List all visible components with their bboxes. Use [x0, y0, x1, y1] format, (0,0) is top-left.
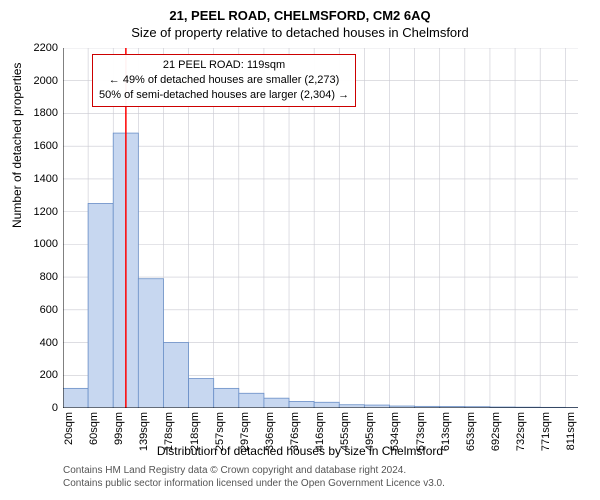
y-tick-label: 0	[18, 402, 58, 414]
y-tick-label: 1600	[18, 140, 58, 152]
footer-line1: Contains HM Land Registry data © Crown c…	[63, 464, 445, 477]
sub-title: Size of property relative to detached ho…	[0, 23, 600, 40]
x-axis-label: Distribution of detached houses by size …	[0, 444, 600, 458]
y-tick-label: 2200	[18, 42, 58, 54]
y-tick-label: 1800	[18, 107, 58, 119]
main-title: 21, PEEL ROAD, CHELMSFORD, CM2 6AQ	[0, 0, 600, 23]
footer-attribution: Contains HM Land Registry data © Crown c…	[63, 464, 445, 490]
y-tick-label: 1200	[18, 206, 58, 218]
annotation-box: 21 PEEL ROAD: 119sqm ← 49% of detached h…	[92, 54, 356, 107]
y-tick-label: 600	[18, 304, 58, 316]
y-tick-label: 200	[18, 369, 58, 381]
y-tick-label: 800	[18, 271, 58, 283]
annotation-line1: 21 PEEL ROAD: 119sqm	[99, 58, 349, 73]
y-tick-label: 1000	[18, 238, 58, 250]
footer-line2: Contains public sector information licen…	[63, 477, 445, 490]
y-tick-label: 400	[18, 337, 58, 349]
y-tick-label: 1400	[18, 173, 58, 185]
chart-container: 21, PEEL ROAD, CHELMSFORD, CM2 6AQ Size …	[0, 0, 600, 500]
y-tick-label: 2000	[18, 75, 58, 87]
annotation-line3: 50% of semi-detached houses are larger (…	[99, 88, 349, 103]
annotation-line2: ← 49% of detached houses are smaller (2,…	[99, 73, 349, 88]
